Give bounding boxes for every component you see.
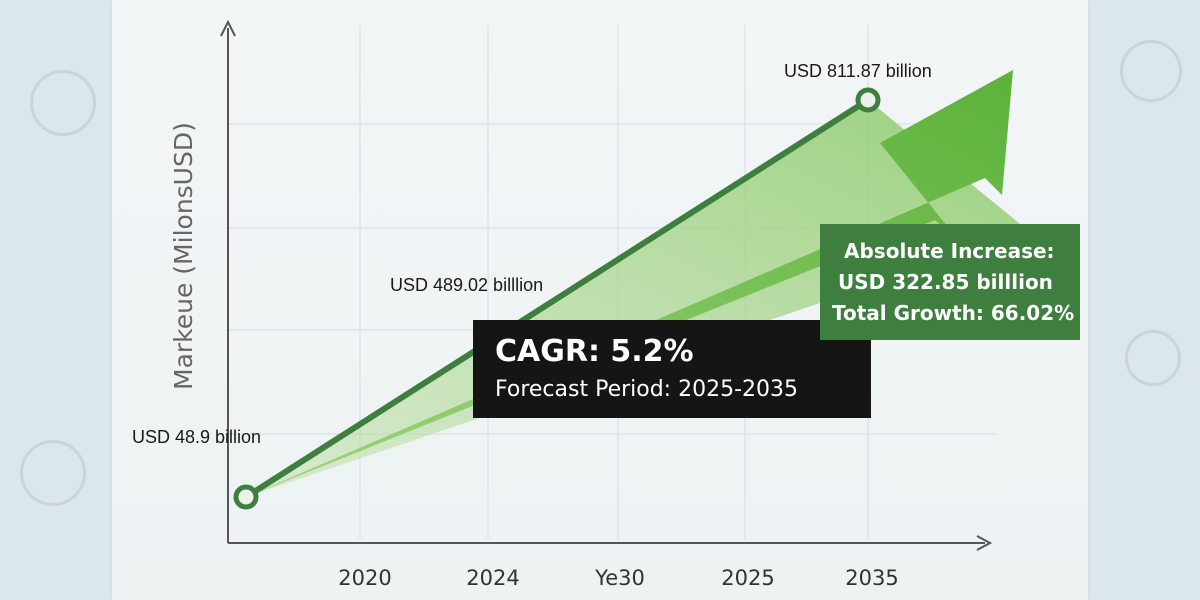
absolute-increase-box: Absolute Increase: USD 322.85 billlion T…: [820, 224, 1080, 340]
background-food-icon: [30, 70, 96, 136]
background-food-icon: [1120, 40, 1182, 102]
forecast-period: Forecast Period: 2025-2035: [495, 377, 799, 402]
axes: [220, 19, 993, 551]
data-point-start: [233, 484, 259, 510]
y-axis-arrowhead: [220, 19, 236, 37]
background-food-icon: [20, 440, 86, 506]
growth-arrow: [246, 70, 1013, 497]
cagr-box: CAGR: 5.2% Forecast Period: 2025-2035: [473, 320, 871, 418]
x-tick-label: 2035: [845, 566, 898, 590]
total-growth: Total Growth: 66.02%: [832, 301, 1075, 325]
start-value-label: USD 48.9 billion: [132, 427, 261, 447]
x-tick-label: 2025: [721, 566, 774, 590]
background-food-icon: [1125, 330, 1181, 386]
y-axis-label: Markeue (MilonsUSD): [169, 122, 198, 390]
absolute-increase-value: USD 322.85 billlion: [838, 270, 1053, 294]
absolute-increase-title: Absolute Increase:: [844, 239, 1055, 263]
growth-wedge: [246, 100, 1030, 497]
x-axis-arrowhead: [976, 535, 993, 551]
x-tick-label: 2020: [338, 566, 391, 590]
series-line: [243, 97, 871, 500]
mid-value-label: USD 489.02 billlion: [390, 275, 543, 295]
data-point-end: [855, 87, 881, 113]
x-tick-label: 2024: [466, 566, 519, 590]
x-tick-label: Ye30: [594, 566, 645, 590]
cagr-title: CAGR: 5.2%: [495, 334, 694, 369]
x-ticks: 2020 2024 Ye30 2025 2035: [338, 566, 898, 590]
end-value-label: USD 811.87 billion: [784, 61, 932, 81]
